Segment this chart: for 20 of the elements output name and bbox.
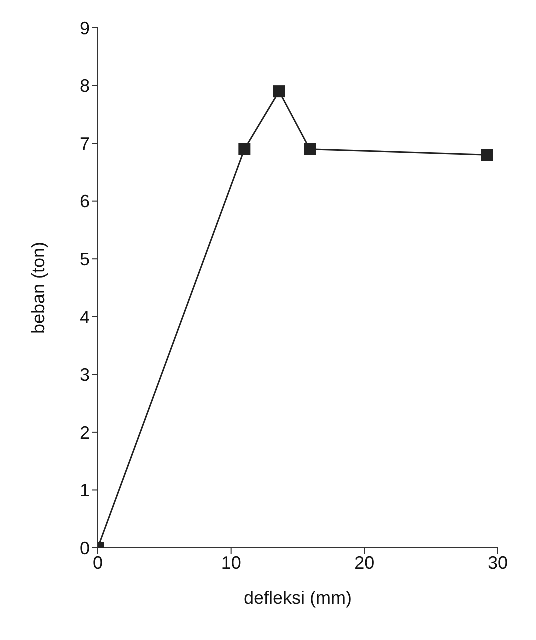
y-tick-label: 4: [80, 307, 90, 328]
y-tick-label: 8: [80, 76, 90, 96]
x-tick-label: 20: [354, 552, 375, 573]
y-tick-label: 9: [80, 18, 90, 38]
point: [481, 149, 494, 162]
x-axis-title: defleksi (mm): [244, 588, 352, 608]
point: [238, 143, 251, 156]
point: [304, 143, 316, 156]
x-tick-label: 30: [488, 552, 508, 573]
y-tick-label: 2: [80, 422, 90, 443]
y-tick-label: 3: [80, 365, 90, 386]
y-tick-label: 0: [80, 538, 90, 558]
x-tick-label: 0: [92, 552, 104, 573]
y-tick-label: 1: [80, 480, 90, 501]
y-tick-label: 7: [80, 134, 90, 154]
y-tick-label: 5: [80, 250, 90, 270]
y-axis-title: beban (ton): [28, 242, 48, 334]
point: [273, 86, 286, 98]
x-tick-label: 10: [221, 552, 242, 573]
y-tick-label: 6: [80, 192, 90, 212]
